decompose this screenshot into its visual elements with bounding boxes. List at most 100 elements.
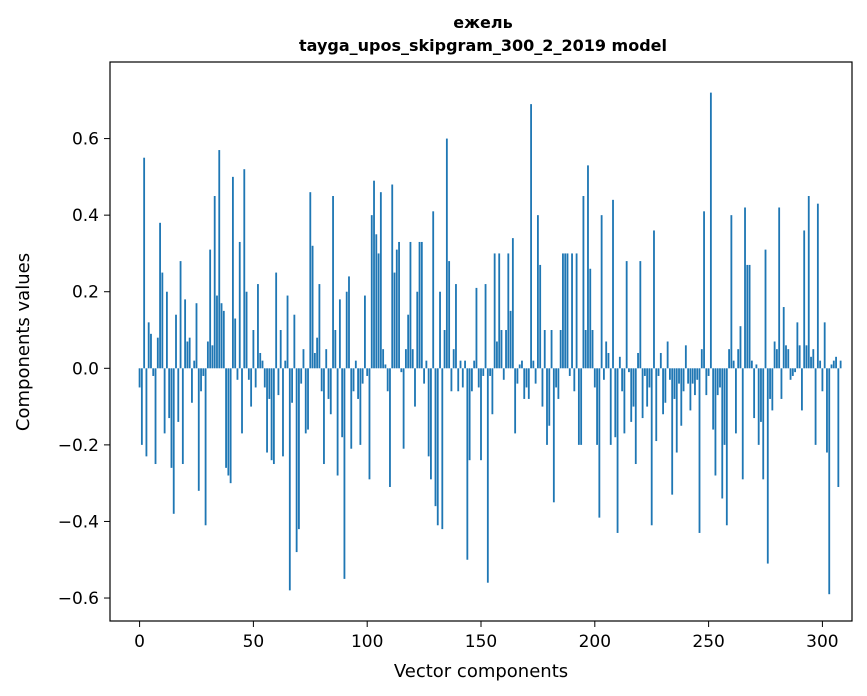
bar (300, 368, 303, 384)
bar (580, 368, 583, 445)
y-tick-label: −0.2 (58, 436, 99, 456)
y-tick-label: 0.6 (72, 130, 99, 150)
bar (302, 349, 305, 369)
bar (675, 368, 678, 453)
bar (257, 284, 259, 369)
bar (760, 368, 762, 422)
bar (805, 345, 808, 369)
bar (398, 241, 400, 369)
bar (828, 368, 831, 595)
bar (181, 368, 184, 465)
x-tick-label: 300 (806, 632, 838, 652)
bar (687, 368, 690, 384)
bar (159, 222, 161, 369)
bar (270, 368, 273, 461)
bar (379, 192, 382, 369)
bar (323, 368, 325, 465)
bar (810, 356, 812, 369)
bar (138, 368, 141, 388)
bar (259, 352, 262, 369)
bar (225, 368, 227, 468)
bar (521, 360, 523, 369)
bar (359, 368, 362, 445)
bar (470, 368, 473, 392)
bar (709, 92, 712, 369)
bar (516, 368, 519, 384)
bar (807, 196, 810, 369)
bar (272, 368, 275, 465)
bar (557, 368, 560, 399)
bar (177, 368, 180, 422)
bar (669, 368, 671, 380)
bar (803, 230, 806, 369)
x-axis-ticks: 0 50 100 150 200 250 300 (134, 621, 839, 652)
bar (737, 349, 740, 369)
bar (746, 264, 749, 369)
bar (750, 360, 753, 369)
bar (632, 368, 635, 407)
bar (448, 261, 451, 369)
bar (536, 215, 539, 369)
bar (282, 368, 284, 457)
bar (439, 291, 441, 369)
bar (341, 368, 344, 438)
bar (691, 368, 694, 384)
bar (386, 368, 389, 392)
bar (147, 322, 150, 369)
bar (247, 368, 250, 380)
plot-frame (109, 61, 853, 622)
bar (213, 196, 216, 369)
bar (361, 368, 364, 384)
bar (295, 368, 298, 553)
chart-subtitle: tayga_upos_skipgram_300_2_2019 model (299, 36, 667, 55)
bar (648, 368, 651, 388)
bar (782, 307, 785, 369)
bar (366, 368, 369, 376)
bar (441, 368, 444, 530)
bar (436, 368, 439, 526)
bar (245, 291, 248, 369)
bar (443, 330, 446, 369)
bar (216, 295, 218, 369)
bar (332, 196, 334, 369)
bar (832, 360, 835, 369)
bar (812, 349, 815, 369)
bar (794, 368, 797, 373)
bar (671, 368, 674, 495)
bar (163, 368, 166, 434)
bar (220, 303, 223, 369)
x-axis-label: Vector components (394, 661, 568, 682)
x-tick-label: 200 (579, 632, 611, 652)
bar (719, 368, 721, 388)
bar (714, 368, 717, 476)
bar (345, 291, 348, 369)
bar (161, 272, 164, 369)
bar (197, 368, 200, 491)
bar (780, 368, 783, 399)
bar (707, 368, 710, 376)
bar (564, 253, 567, 369)
bar (787, 349, 790, 369)
bar (234, 318, 237, 369)
bar (511, 238, 514, 369)
bar (486, 368, 489, 583)
bar (625, 261, 628, 369)
bar (286, 295, 289, 369)
bar (263, 368, 266, 388)
bar (541, 368, 544, 407)
bar (598, 368, 601, 518)
bar (254, 368, 257, 388)
bar (778, 207, 781, 369)
bar (616, 368, 619, 533)
bar (552, 368, 555, 503)
bar (591, 330, 594, 369)
bar (826, 368, 828, 453)
bar (839, 360, 842, 369)
bar (480, 368, 482, 461)
bar (507, 253, 510, 369)
bar (222, 310, 225, 369)
bar (170, 368, 173, 468)
bar (543, 330, 546, 369)
bar (336, 368, 339, 476)
y-axis-label: Components values (13, 253, 34, 431)
